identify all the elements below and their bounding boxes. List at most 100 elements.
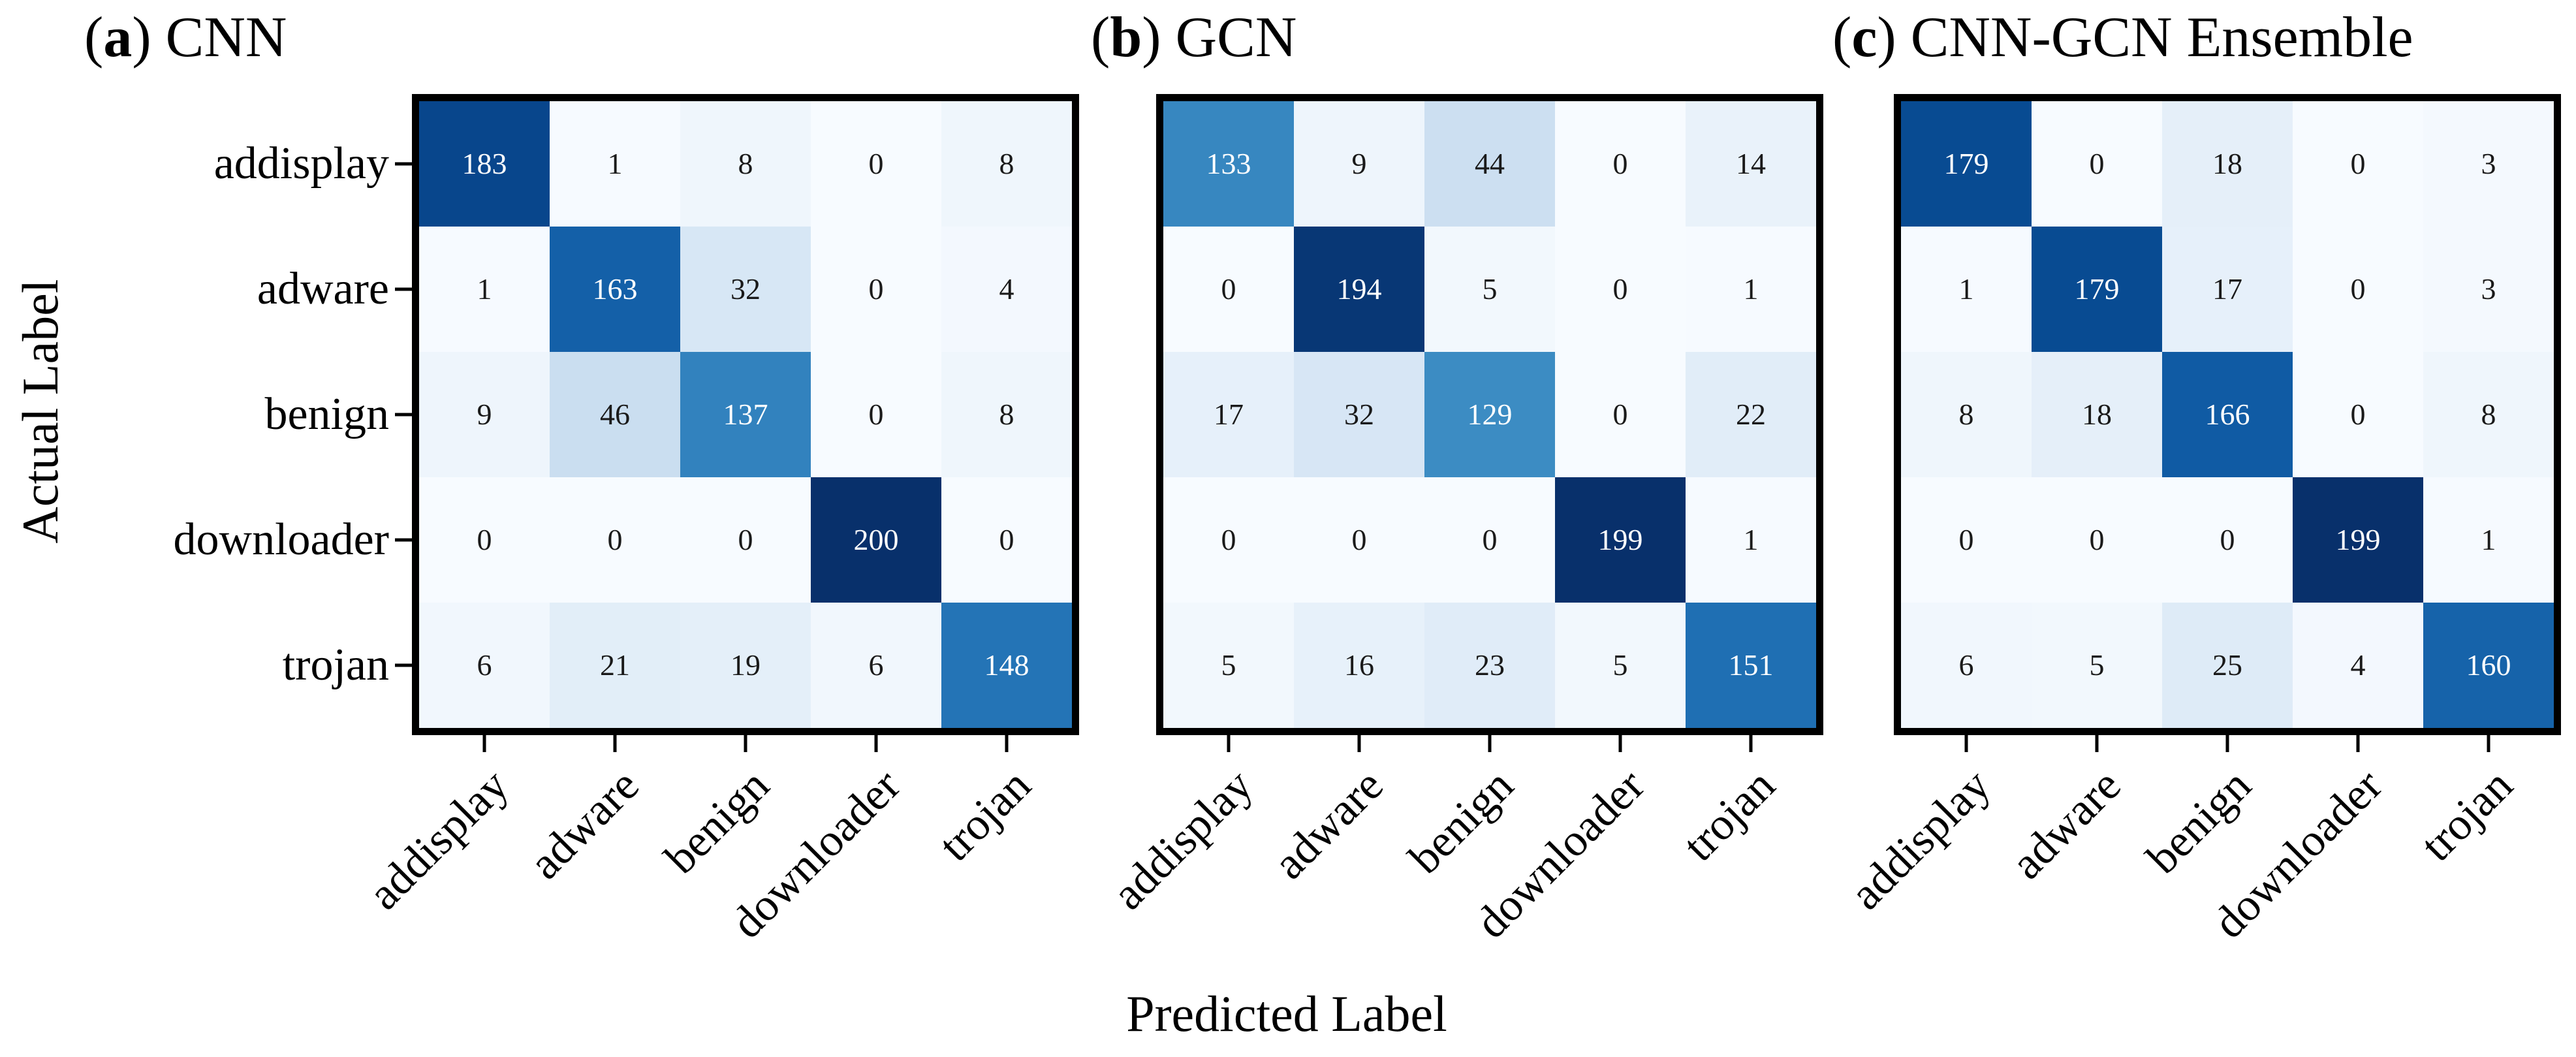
paren-close: ): [132, 6, 151, 69]
heatmap-cell-adware-benign: 5: [1424, 227, 1555, 352]
x-tick-mark: [613, 735, 617, 752]
x-tick-label-trojan: trojan: [2411, 760, 2522, 872]
x-tick-mark: [1964, 735, 1968, 752]
heatmap-cell-addisplay-adware: 9: [1294, 101, 1424, 227]
heatmap-cell-addisplay-downloader: 0: [811, 101, 941, 227]
heatmap-cell-downloader-addisplay: 0: [1901, 477, 2032, 603]
heatmap-cell-addisplay-addisplay: 179: [1901, 101, 2032, 227]
heatmap-cell-adware-addisplay: 1: [1901, 227, 2032, 352]
heatmap-cell-downloader-trojan: 0: [941, 477, 1072, 603]
heatmap-cell-trojan-trojan: 151: [1686, 603, 1816, 728]
heatmap-cell-trojan-downloader: 4: [2293, 603, 2423, 728]
panel-c-title-text: CNN-GCN Ensemble: [1910, 6, 2413, 69]
y-tick-mark: [395, 663, 412, 667]
panel-b-grid: 133 9 44 0 14 0 194 5 0 1 17 32 129 0 22 0 0 0 199 1 5 16 23 5 1…: [1163, 101, 1816, 728]
heatmap-cell-downloader-downloader: 200: [811, 477, 941, 603]
heatmap-cell-benign-adware: 46: [550, 352, 680, 477]
panel-b-title-text: GCN: [1175, 6, 1297, 69]
heatmap-cell-addisplay-addisplay: 133: [1163, 101, 1294, 227]
x-tick-mark: [1005, 735, 1009, 752]
y-tick-mark: [395, 287, 412, 291]
x-tick-label-benign: benign: [655, 760, 779, 884]
heatmap-cell-downloader-adware: 0: [550, 477, 680, 603]
heatmap-cell-adware-downloader: 0: [1555, 227, 1686, 352]
x-tick-mark: [744, 735, 747, 752]
x-tick-mark: [2225, 735, 2229, 752]
paren-close: ): [1142, 6, 1161, 69]
heatmap-cell-benign-adware: 32: [1294, 352, 1424, 477]
heatmap-cell-downloader-addisplay: 0: [1163, 477, 1294, 603]
paren-open: (: [1832, 6, 1852, 69]
y-tick-label-adware: adware: [257, 264, 389, 314]
heatmap-cell-benign-downloader: 0: [2293, 352, 2423, 477]
heatmap-cell-adware-trojan: 3: [2423, 227, 2554, 352]
heatmap-cell-adware-downloader: 0: [811, 227, 941, 352]
heatmap-cell-downloader-benign: 0: [1424, 477, 1555, 603]
heatmap-cell-benign-benign: 166: [2162, 352, 2293, 477]
y-tick-label-addisplay: addisplay: [213, 138, 389, 189]
heatmap-cell-addisplay-adware: 1: [550, 101, 680, 227]
x-tick-mark: [1227, 735, 1231, 752]
heatmap-cell-trojan-benign: 25: [2162, 603, 2293, 728]
heatmap-cell-downloader-trojan: 1: [2423, 477, 2554, 603]
x-tick-label-trojan: trojan: [1673, 760, 1785, 872]
x-tick-label-benign: benign: [2137, 760, 2261, 884]
x-tick-label-addisplay: addisplay: [358, 760, 518, 920]
heatmap-cell-trojan-trojan: 148: [941, 603, 1072, 728]
heatmap-cell-adware-trojan: 4: [941, 227, 1072, 352]
heatmap-cell-benign-downloader: 0: [811, 352, 941, 477]
panel-a-title: (a) CNN: [84, 6, 287, 69]
heatmap-cell-addisplay-trojan: 8: [941, 101, 1072, 227]
heatmap-cell-downloader-downloader: 199: [1555, 477, 1686, 603]
heatmap-cell-trojan-downloader: 6: [811, 603, 941, 728]
panel-c-letter: c: [1851, 6, 1877, 69]
heatmap-cell-trojan-adware: 16: [1294, 603, 1424, 728]
y-tick-label-downloader: downloader: [173, 514, 389, 565]
panel-c-heatmap: 179 0 18 0 3 1 179 17 0 3 8 18 166 0 8 0 0 0 199 1 6 5 25 4 160 …: [1840, 94, 2561, 948]
heatmap-cell-addisplay-trojan: 14: [1686, 101, 1816, 227]
x-tick-mark: [1357, 735, 1361, 752]
heatmap-cell-downloader-downloader: 199: [2293, 477, 2423, 603]
heatmap-cell-benign-trojan: 8: [941, 352, 1072, 477]
x-tick-mark: [2095, 735, 2099, 752]
heatmap-cell-addisplay-downloader: 0: [2293, 101, 2423, 227]
panel-c-title: (c) CNN-GCN Ensemble: [1832, 6, 2413, 69]
heatmap-cell-adware-adware: 194: [1294, 227, 1424, 352]
heatmap-cell-addisplay-downloader: 0: [1555, 101, 1686, 227]
heatmap-cell-adware-downloader: 0: [2293, 227, 2423, 352]
x-tick-mark: [482, 735, 486, 752]
x-tick-label-trojan: trojan: [929, 760, 1041, 872]
x-tick-mark: [1618, 735, 1622, 752]
heatmap-cell-benign-addisplay: 9: [419, 352, 550, 477]
heatmap-cell-adware-benign: 17: [2162, 227, 2293, 352]
heatmap-cell-adware-addisplay: 1: [419, 227, 550, 352]
heatmap-cell-downloader-benign: 0: [680, 477, 811, 603]
heatmap-cell-addisplay-benign: 44: [1424, 101, 1555, 227]
heatmap-cell-trojan-addisplay: 5: [1163, 603, 1294, 728]
heatmap-cell-benign-trojan: 8: [2423, 352, 2554, 477]
x-tick-mark: [2356, 735, 2360, 752]
y-tick-label-trojan: trojan: [282, 640, 389, 690]
heatmap-cell-addisplay-trojan: 3: [2423, 101, 2554, 227]
heatmap-cell-addisplay-benign: 18: [2162, 101, 2293, 227]
heatmap-cell-trojan-adware: 21: [550, 603, 680, 728]
paren-close: ): [1877, 6, 1896, 69]
heatmap-cell-benign-trojan: 22: [1686, 352, 1816, 477]
panel-a-title-text: CNN: [165, 6, 287, 69]
panel-b-heatmap: 133 9 44 0 14 0 194 5 0 1 17 32 129 0 22 0 0 0 199 1 5 16 23 5 1…: [1103, 94, 1823, 948]
heatmap-cell-adware-adware: 179: [2032, 227, 2162, 352]
heatmap-cell-addisplay-benign: 8: [680, 101, 811, 227]
x-tick-mark: [1749, 735, 1753, 752]
heatmap-cell-benign-addisplay: 8: [1901, 352, 2032, 477]
y-tick-label-benign: benign: [264, 389, 389, 439]
heatmap-cell-trojan-adware: 5: [2032, 603, 2162, 728]
y-tick-mark: [395, 413, 412, 417]
x-tick-mark: [874, 735, 878, 752]
heatmap-cell-downloader-addisplay: 0: [419, 477, 550, 603]
paren-open: (: [84, 6, 104, 69]
x-tick-mark: [2487, 735, 2490, 752]
heatmap-cell-adware-benign: 32: [680, 227, 811, 352]
panel-b-letter: b: [1110, 6, 1142, 69]
heatmap-cell-downloader-adware: 0: [2032, 477, 2162, 603]
